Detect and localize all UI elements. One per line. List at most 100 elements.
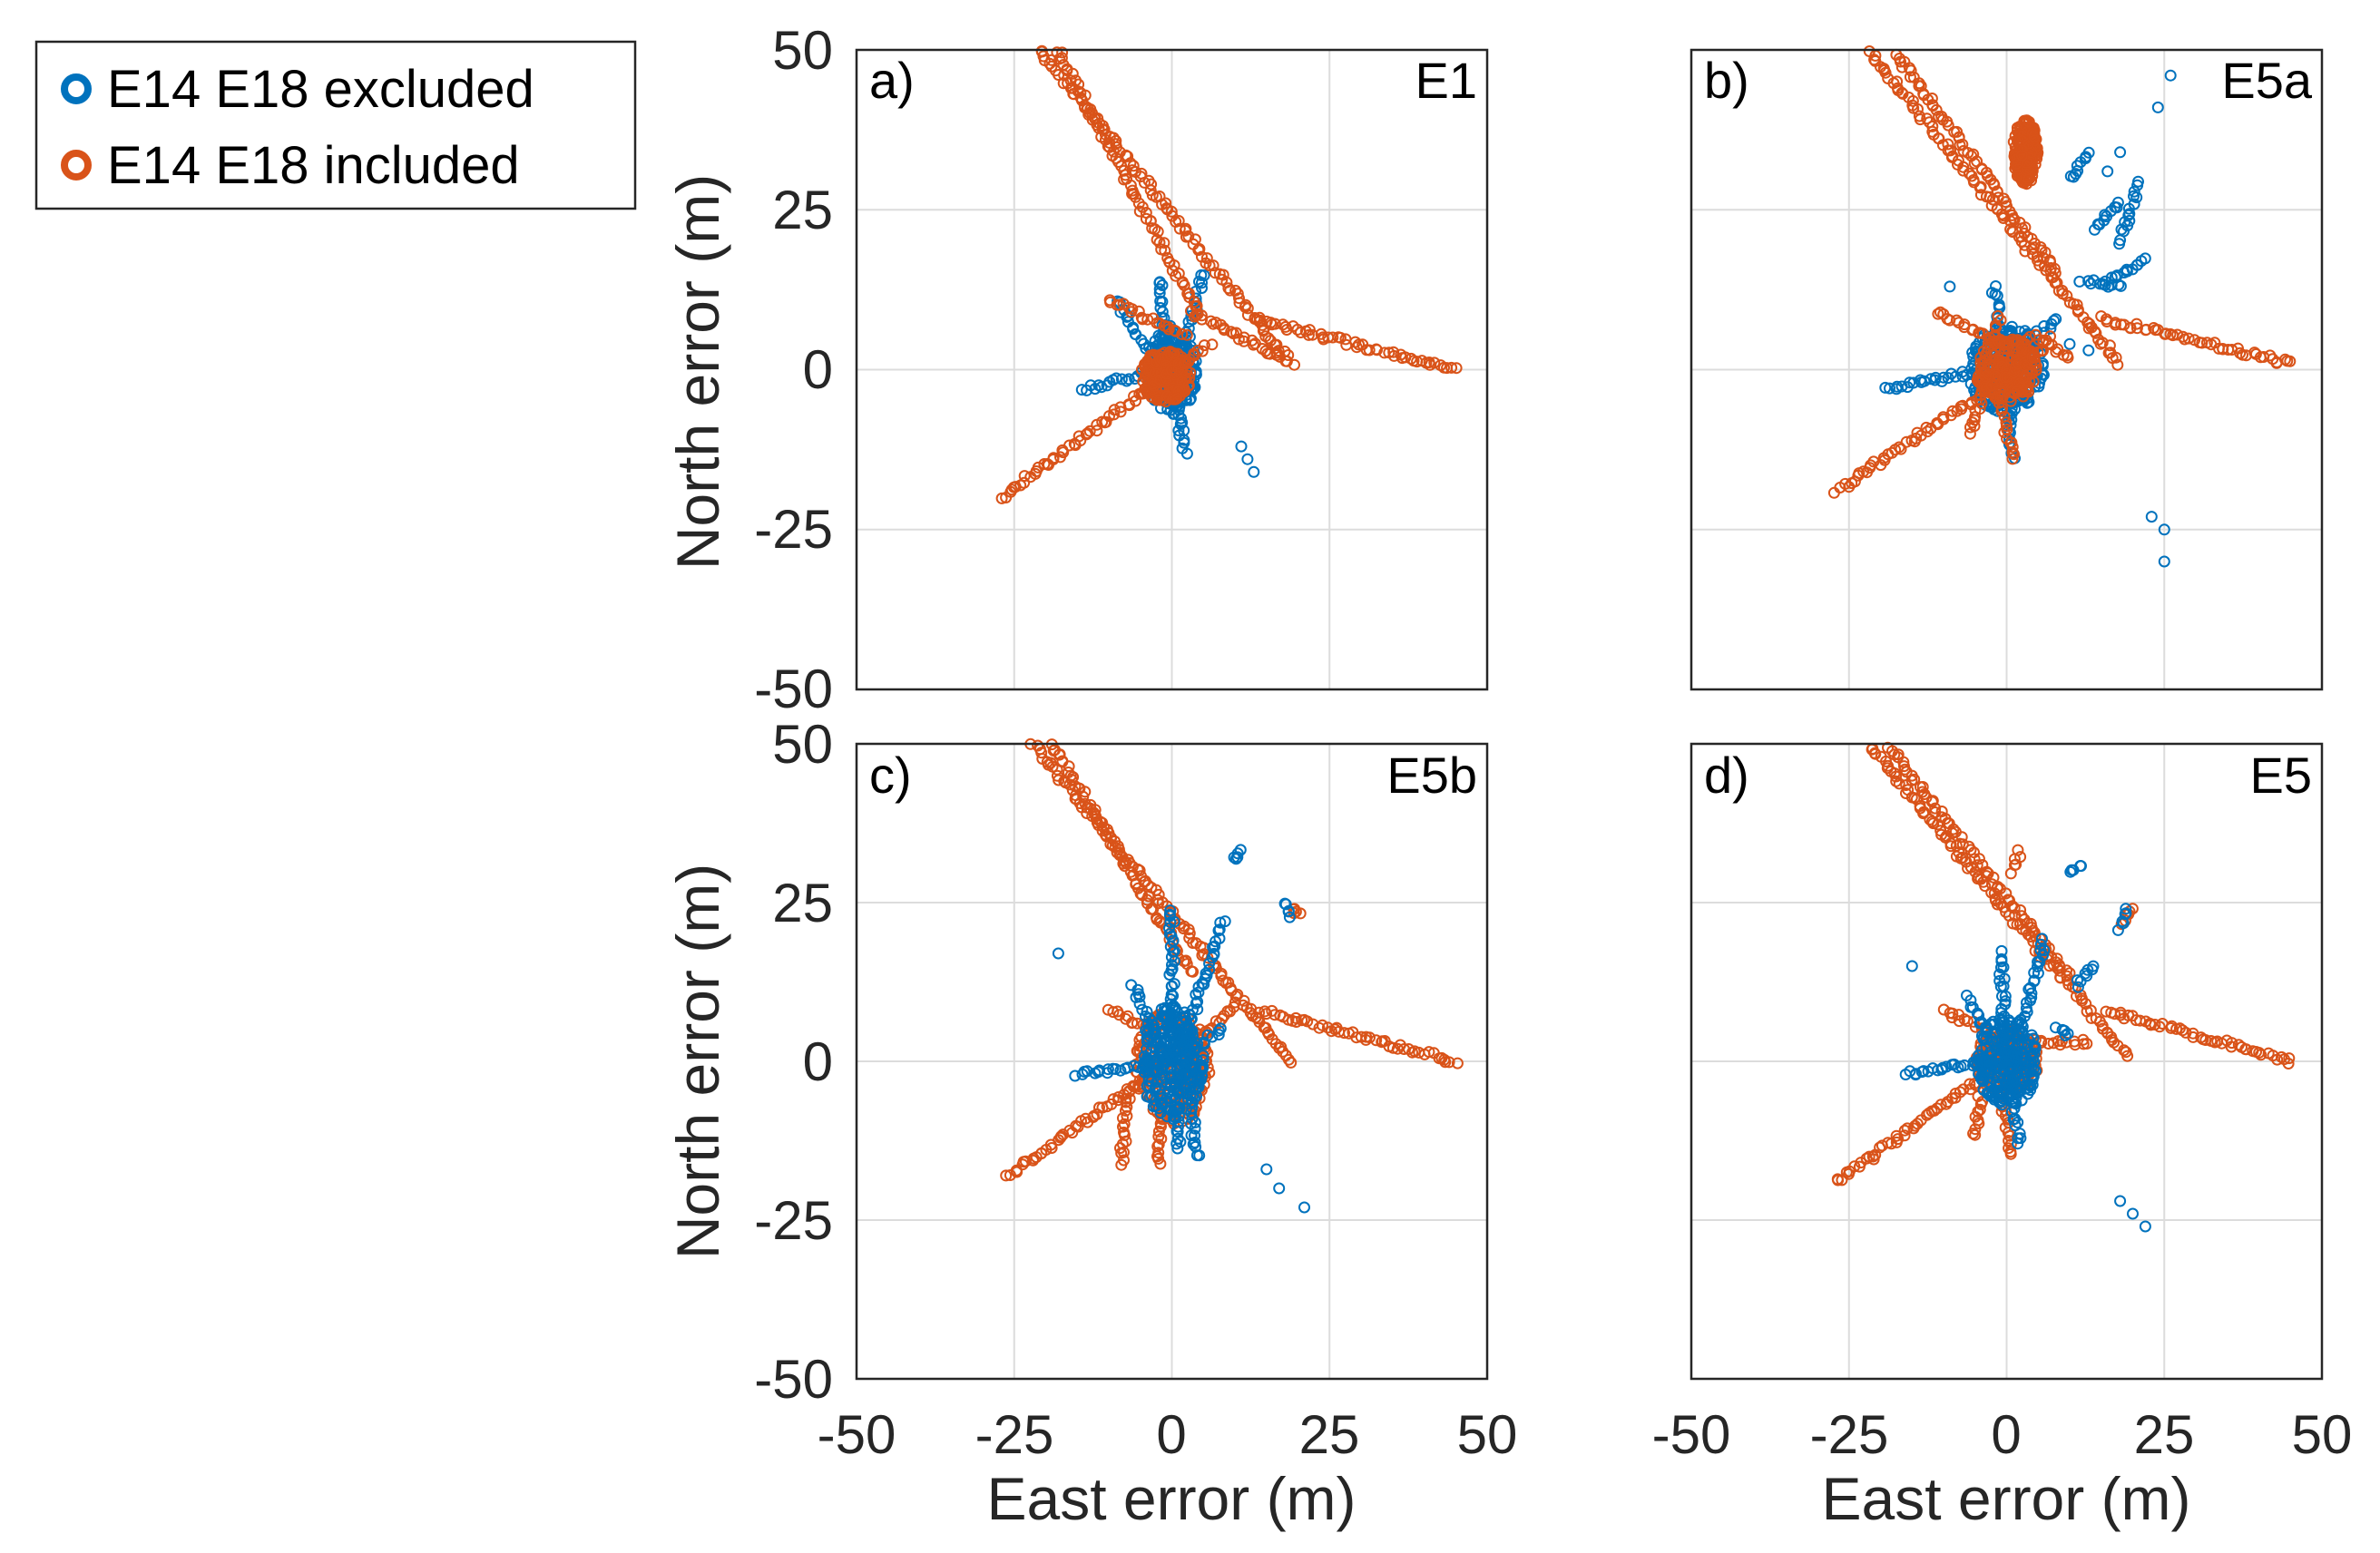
included-point xyxy=(1198,942,1210,954)
included-point xyxy=(1120,1092,1132,1105)
included-point xyxy=(2012,844,2024,856)
included-point xyxy=(2061,289,2073,302)
included-point xyxy=(2011,170,2023,182)
included-point xyxy=(2084,1004,2097,1017)
panel-a-ytick-50: 50 xyxy=(772,20,833,81)
included-point xyxy=(1301,1015,1314,1028)
excluded-point xyxy=(1993,1079,2004,1091)
included-point xyxy=(2015,343,2028,355)
excluded-point xyxy=(1147,1022,1160,1035)
excluded-point xyxy=(1956,370,1969,383)
included-point xyxy=(1107,1006,1120,1019)
included-point xyxy=(1879,66,1892,79)
included-point xyxy=(1964,421,1976,434)
included-point xyxy=(1145,178,1158,190)
included-point xyxy=(1316,1019,1328,1031)
included-point xyxy=(2130,317,2143,330)
included-point xyxy=(1253,1006,1266,1019)
panel-a: a) E1 50 25 0 -25 -50 North error (m) xyxy=(664,20,1489,719)
excluded-point xyxy=(1179,1070,1191,1083)
panel-c-xtick-25: 25 xyxy=(1299,1404,1360,1465)
included-point xyxy=(1231,988,1244,1001)
included-point xyxy=(1198,339,1210,352)
included-point xyxy=(1307,328,1318,341)
excluded-point xyxy=(2003,1077,2016,1089)
excluded-point xyxy=(1241,453,1254,465)
included-point xyxy=(1920,421,1933,434)
included-point xyxy=(1083,425,1096,437)
excluded-point xyxy=(2034,938,2047,951)
included-point xyxy=(1974,181,1987,193)
panel-c-ytick-neg50: -50 xyxy=(754,1349,833,1410)
excluded-point xyxy=(2012,1138,2024,1150)
included-point xyxy=(2028,241,2040,254)
included-point xyxy=(2023,115,2035,128)
excluded-point xyxy=(1191,1038,1204,1050)
excluded-point xyxy=(2062,1028,2074,1040)
included-point xyxy=(1118,1146,1130,1158)
included-point xyxy=(2110,351,2122,364)
included-point xyxy=(1371,344,1383,357)
excluded-point xyxy=(2145,511,2158,523)
included-point xyxy=(1035,747,1048,759)
panel-d-grid xyxy=(1691,744,2322,1379)
included-point xyxy=(2030,364,2042,376)
excluded-point xyxy=(2075,860,2087,873)
excluded-point xyxy=(1192,1077,1205,1089)
included-point xyxy=(1238,994,1250,1007)
included-point xyxy=(1151,233,1163,246)
included-point xyxy=(2032,334,2045,347)
included-point xyxy=(2006,441,2019,454)
excluded-point xyxy=(1076,1068,1089,1080)
included-point xyxy=(1282,349,1295,361)
panel-c-xtick-0: 0 xyxy=(1156,1404,1186,1465)
included-point xyxy=(1183,288,1195,299)
included-point xyxy=(1130,190,1141,203)
included-point xyxy=(1154,1157,1167,1170)
included-point xyxy=(1262,332,1275,345)
panel-d-xtick-0: 0 xyxy=(1991,1404,2021,1465)
included-point xyxy=(1096,123,1109,135)
included-point xyxy=(1988,179,2001,191)
included-point xyxy=(2049,267,2062,279)
excluded-point xyxy=(1981,1026,1993,1039)
excluded-point xyxy=(1191,1003,1204,1016)
included-point xyxy=(1162,323,1175,336)
excluded-point xyxy=(2158,523,2170,536)
excluded-point xyxy=(1298,1201,1310,1214)
included-point xyxy=(1108,408,1121,421)
excluded-point xyxy=(2022,1032,2034,1045)
panel-c-ytick-50: 50 xyxy=(772,714,833,775)
included-point xyxy=(1241,302,1254,315)
excluded-point xyxy=(1993,1043,2005,1056)
panel-c-points xyxy=(1000,737,1464,1214)
excluded-point xyxy=(1922,1065,1934,1078)
excluded-point xyxy=(1879,381,1892,394)
excluded-point xyxy=(1273,1182,1286,1195)
panel-d-points xyxy=(1831,741,2296,1233)
included-point xyxy=(1911,1118,1924,1130)
included-point xyxy=(1893,777,1905,790)
excluded-point xyxy=(1890,383,1903,396)
excluded-point xyxy=(1975,1074,1988,1086)
excluded-point xyxy=(2048,315,2061,327)
included-point xyxy=(1200,252,1213,265)
included-point xyxy=(1160,197,1172,210)
included-point xyxy=(1120,1096,1132,1109)
panel-b-points xyxy=(1827,45,2297,568)
included-point xyxy=(1066,67,1079,80)
included-point xyxy=(1117,1120,1129,1133)
included-point xyxy=(1890,770,1903,783)
included-point xyxy=(2011,386,2023,397)
included-point xyxy=(1363,344,1376,357)
excluded-point xyxy=(1052,947,1064,960)
included-point xyxy=(1285,1056,1298,1069)
excluded-point xyxy=(2128,198,2140,210)
panel-b: b) E5a xyxy=(1690,45,2324,691)
excluded-point xyxy=(1185,1107,1198,1119)
excluded-point xyxy=(1069,1070,1082,1082)
included-point xyxy=(1121,150,1134,162)
excluded-point xyxy=(2082,146,2095,159)
excluded-point xyxy=(1132,988,1145,1001)
included-point xyxy=(1260,1008,1273,1021)
